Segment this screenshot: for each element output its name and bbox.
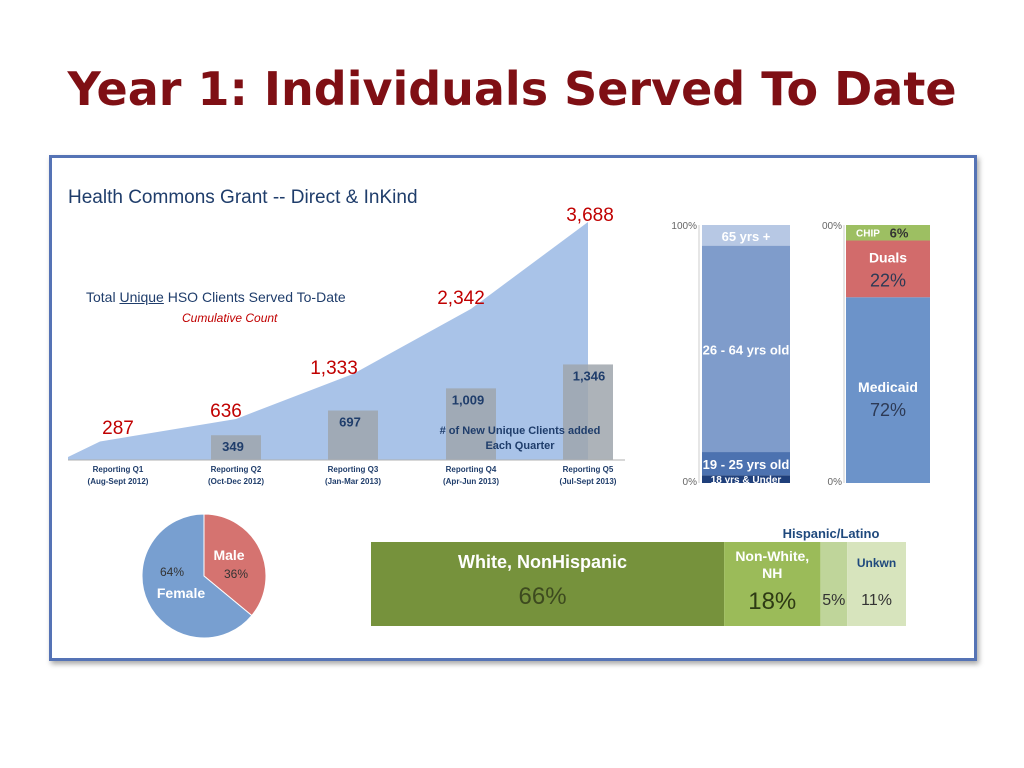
new-clients-bar xyxy=(211,435,261,460)
age-axis-label-bottom: 0% xyxy=(683,477,698,488)
area-chart-subtitle2: Cumulative Count xyxy=(182,311,278,325)
ethnicity-label: Non-White, xyxy=(735,548,809,564)
subtitle-post: HSO Clients Served To-Date xyxy=(163,289,346,305)
new-clients-label: 349 xyxy=(222,439,244,454)
new-clients-bar xyxy=(446,388,496,460)
cumulative-label: 2,342 xyxy=(437,288,485,309)
ethnicity-pct: 11% xyxy=(861,592,892,609)
pie-pct-female: 64% xyxy=(160,565,184,579)
ins-segment-pct: 72% xyxy=(870,400,906,420)
pie-slice xyxy=(141,513,253,639)
age-segment xyxy=(702,452,790,476)
cumulative-label: 1,333 xyxy=(310,358,358,379)
x-tick-sublabel: (Apr-Jun 2013) xyxy=(443,477,499,486)
ins-segment xyxy=(846,240,930,298)
age-segment xyxy=(702,225,790,246)
new-clients-label: 1,009 xyxy=(452,392,485,407)
ins-segment-pct: 22% xyxy=(870,270,906,290)
pie-label-male: Male xyxy=(213,547,244,563)
age-segment-label: 65 yrs + xyxy=(722,229,771,244)
subtitle-pre: Total xyxy=(86,289,120,305)
pie-label-female: Female xyxy=(157,585,205,601)
ins-segment-label: CHIP xyxy=(856,229,880,240)
ethnicity-label: Unkwn xyxy=(857,556,896,570)
cumulative-label: 3,688 xyxy=(566,205,614,226)
ins-axis-label-top: 00% xyxy=(822,221,842,232)
ethnicity-pct: 5% xyxy=(822,592,845,609)
x-tick-label: Reporting Q5 xyxy=(563,465,614,474)
age-segment-label: 18 yrs & Under xyxy=(711,475,782,486)
x-tick-label: Reporting Q1 xyxy=(93,465,144,474)
area-chart-title: Health Commons Grant -- Direct & InKind xyxy=(68,187,418,208)
ethnicity-header: Hispanic/Latino xyxy=(783,526,880,541)
cumulative-label: 636 xyxy=(210,401,242,422)
ethnicity-pct: 66% xyxy=(519,583,567,610)
ethnicity-segment xyxy=(371,542,725,626)
x-tick-sublabel: (Aug-Sept 2012) xyxy=(88,477,149,486)
area-chart-subtitle: Total Unique HSO Clients Served To-Date xyxy=(86,289,346,305)
ins-axis-label-bottom: 0% xyxy=(828,477,843,488)
ins-segment xyxy=(846,225,930,241)
ethnicity-segment xyxy=(724,542,821,626)
x-tick-label: Reporting Q2 xyxy=(211,465,262,474)
ethnicity-pct: 18% xyxy=(748,588,796,615)
ins-segment-label: Medicaid xyxy=(858,379,918,395)
age-axis-label-top: 100% xyxy=(671,221,697,232)
new-clients-annotation: # of New Unique Clients added xyxy=(440,425,601,437)
ethnicity-segment xyxy=(820,542,848,626)
subtitle-underlined: Unique xyxy=(119,289,164,305)
x-tick-sublabel: (Jan-Mar 2013) xyxy=(325,477,381,486)
new-clients-bar xyxy=(328,410,378,460)
ins-segment-pct: 6% xyxy=(890,226,909,241)
new-clients-label: 1,346 xyxy=(573,368,606,383)
age-segment-label: 26 - 64 yrs old xyxy=(703,342,790,357)
age-segment xyxy=(702,475,790,483)
ethnicity-label: NH xyxy=(762,565,782,581)
age-segment xyxy=(702,245,790,453)
pie-slice xyxy=(203,513,267,617)
slide-title: Year 1: Individuals Served To Date xyxy=(67,62,957,116)
new-clients-annotation: Each Quarter xyxy=(485,440,555,452)
x-tick-sublabel: (Oct-Dec 2012) xyxy=(208,477,264,486)
ins-segment xyxy=(846,297,930,483)
cumulative-label: 287 xyxy=(102,418,134,439)
x-tick-label: Reporting Q4 xyxy=(446,465,497,474)
ethnicity-label: White, NonHispanic xyxy=(458,552,627,572)
age-segment-label: 19 - 25 yrs old xyxy=(703,457,790,472)
new-clients-label: 697 xyxy=(339,415,361,430)
ins-segment-label: Duals xyxy=(869,249,907,265)
pie-pct-male: 36% xyxy=(224,567,248,581)
x-tick-label: Reporting Q3 xyxy=(328,465,379,474)
new-clients-bar xyxy=(563,364,613,460)
ethnicity-segment xyxy=(847,542,906,626)
x-tick-sublabel: (Jul-Sept 2013) xyxy=(560,477,617,486)
